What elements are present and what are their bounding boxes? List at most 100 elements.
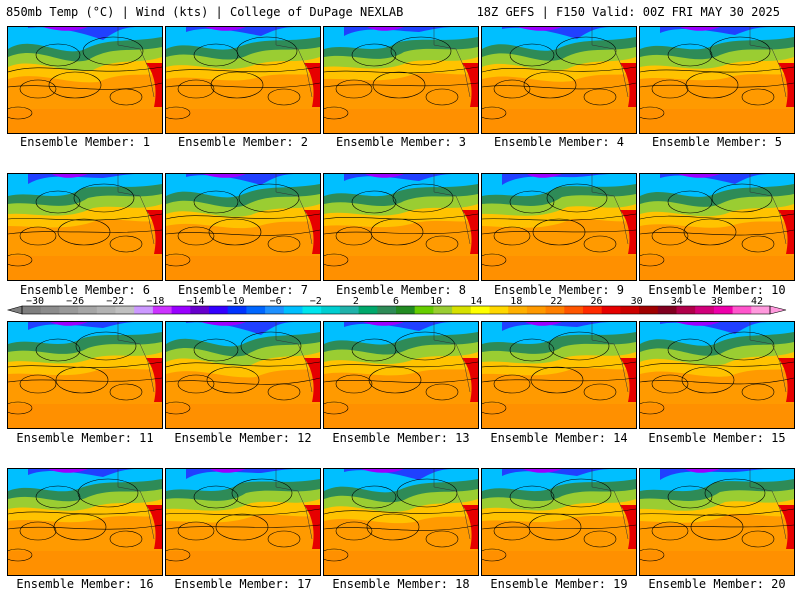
colorbar-low-arrow xyxy=(6,305,23,315)
colorbar-swatch xyxy=(601,306,621,314)
colorbar-tick-label: 26 xyxy=(591,296,603,307)
colorbar-swatch xyxy=(115,306,135,314)
colorbar-tick-label: 34 xyxy=(671,296,683,307)
colorbar-swatch xyxy=(377,306,397,314)
colorbar-tick-label: −10 xyxy=(227,296,245,307)
ensemble-member-label: Ensemble Member: 14 xyxy=(490,431,628,445)
ensemble-member-label: Ensemble Member: 4 xyxy=(493,135,625,149)
ensemble-map-panel xyxy=(165,173,321,281)
colorbar-swatch xyxy=(171,306,191,314)
colorbar-tick-label: 30 xyxy=(631,296,643,307)
colorbar-swatch xyxy=(22,306,42,314)
colorbar-swatch xyxy=(78,306,98,314)
colorbar-swatch xyxy=(676,306,696,314)
colorbar-swatch xyxy=(620,306,640,314)
colorbar-swatch xyxy=(564,306,584,314)
colorbar-swatch xyxy=(265,306,285,314)
ensemble-map-panel xyxy=(323,173,479,281)
colorbar-swatch xyxy=(545,306,565,314)
colorbar-swatch xyxy=(396,306,416,314)
ensemble-map-panel xyxy=(323,26,479,134)
ensemble-map-panel xyxy=(7,26,163,134)
colorbar-tick-label: 6 xyxy=(393,296,399,307)
colorbar-swatch xyxy=(489,306,509,314)
ensemble-member-label: Ensemble Member: 15 xyxy=(648,431,786,445)
ensemble-member-label: Ensemble Member: 18 xyxy=(332,577,470,591)
colorbar-high-arrow xyxy=(769,305,787,315)
ensemble-member-label: Ensemble Member: 13 xyxy=(332,431,470,445)
colorbar-swatch xyxy=(302,306,322,314)
ensemble-member-label: Ensemble Member: 8 xyxy=(335,283,467,297)
colorbar-swatch xyxy=(134,306,154,314)
ensemble-map-panel xyxy=(639,468,795,576)
ensemble-member-label: Ensemble Member: 11 xyxy=(16,431,154,445)
colorbar-swatch xyxy=(190,306,210,314)
colorbar-swatch xyxy=(358,306,378,314)
colorbar-swatch xyxy=(414,306,434,314)
colorbar-swatch xyxy=(283,306,303,314)
ensemble-member-label: Ensemble Member: 20 xyxy=(648,577,786,591)
colorbar-swatch xyxy=(583,306,603,314)
colorbar-tick-label: −22 xyxy=(106,296,124,307)
ensemble-map-panel xyxy=(481,321,637,429)
ensemble-member-label: Ensemble Member: 12 xyxy=(174,431,312,445)
colorbar-swatch xyxy=(657,306,677,314)
colorbar-swatch xyxy=(227,306,247,314)
ensemble-member-label: Ensemble Member: 9 xyxy=(493,283,625,297)
colorbar-swatch xyxy=(470,306,490,314)
ensemble-map-panel xyxy=(481,468,637,576)
colorbar-swatch xyxy=(713,306,733,314)
colorbar-swatch xyxy=(96,306,116,314)
ensemble-member-label: Ensemble Member: 19 xyxy=(490,577,628,591)
map-title: 850mb Temp (°C) | Wind (kts) | College o… xyxy=(6,5,404,19)
ensemble-map-panel xyxy=(323,468,479,576)
run-valid-time: 18Z GEFS | F150 Valid: 00Z FRI MAY 30 20… xyxy=(476,5,780,19)
colorbar-swatch xyxy=(339,306,359,314)
colorbar-swatch xyxy=(732,306,752,314)
colorbar-swatch xyxy=(433,306,453,314)
colorbar-tick-label: −2 xyxy=(310,296,322,307)
colorbar-swatch xyxy=(639,306,659,314)
colorbar-swatch xyxy=(40,306,60,314)
colorbar-swatch xyxy=(152,306,172,314)
colorbar-tick-label: −14 xyxy=(186,296,204,307)
colorbar-tick-label: 14 xyxy=(470,296,482,307)
ensemble-map-panel xyxy=(165,321,321,429)
ensemble-member-label: Ensemble Member: 16 xyxy=(16,577,154,591)
colorbar-swatch xyxy=(452,306,472,314)
ensemble-member-label: Ensemble Member: 3 xyxy=(335,135,467,149)
ensemble-map-panel xyxy=(639,26,795,134)
colorbar-tick-label: 10 xyxy=(430,296,442,307)
colorbar-swatch xyxy=(59,306,79,314)
ensemble-map-panel xyxy=(639,173,795,281)
colorbar-tick-label: −6 xyxy=(270,296,282,307)
ensemble-member-label: Ensemble Member: 5 xyxy=(651,135,783,149)
ensemble-map-panel xyxy=(7,468,163,576)
colorbar-swatch xyxy=(751,306,771,314)
colorbar-swatch xyxy=(246,306,266,314)
colorbar-tick-label: 42 xyxy=(751,296,763,307)
ensemble-member-label: Ensemble Member: 10 xyxy=(648,283,786,297)
ensemble-member-label: Ensemble Member: 6 xyxy=(19,283,151,297)
ensemble-map-panel xyxy=(7,321,163,429)
ensemble-map-panel xyxy=(481,173,637,281)
ensemble-member-label: Ensemble Member: 1 xyxy=(19,135,151,149)
colorbar-tick-label: 2 xyxy=(353,296,359,307)
ensemble-map-panel xyxy=(165,468,321,576)
colorbar-swatch xyxy=(526,306,546,314)
colorbar-tick-label: 22 xyxy=(550,296,562,307)
colorbar-swatch xyxy=(209,306,229,314)
ensemble-map-panel xyxy=(323,321,479,429)
colorbar-swatch xyxy=(508,306,528,314)
ensemble-map-panel xyxy=(165,26,321,134)
colorbar-swatch xyxy=(321,306,341,314)
ensemble-map-panel xyxy=(481,26,637,134)
colorbar-tick-label: −30 xyxy=(26,296,44,307)
ensemble-map-panel xyxy=(639,321,795,429)
ensemble-map-panel xyxy=(7,173,163,281)
ensemble-member-label: Ensemble Member: 17 xyxy=(174,577,312,591)
ensemble-member-label: Ensemble Member: 7 xyxy=(177,283,309,297)
colorbar-swatch xyxy=(695,306,715,314)
ensemble-member-label: Ensemble Member: 2 xyxy=(177,135,309,149)
colorbar-tick-label: −18 xyxy=(146,296,164,307)
